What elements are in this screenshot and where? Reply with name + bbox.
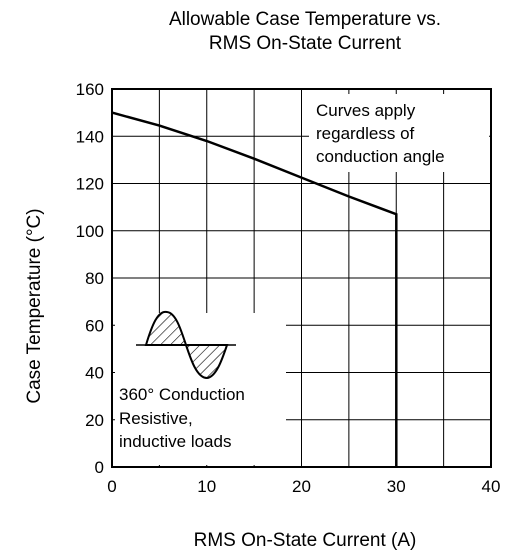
top-right-note-bg (309, 94, 489, 172)
y-tick-label: 20 (85, 411, 104, 430)
x-tick-label: 10 (197, 477, 216, 496)
y-tick-label: 0 (95, 458, 104, 477)
note-top-right-line-2: regardless of (316, 124, 415, 143)
curve-group (111, 111, 398, 467)
x-axis-label: RMS On-State Current (A) (194, 530, 417, 551)
y-tick-label: 80 (85, 269, 104, 288)
series-line (111, 111, 398, 467)
sine-wave-conduction-icon (136, 310, 236, 380)
chart-title-line-1: Allowable Case Temperature vs. (169, 9, 441, 30)
note-bottom-left-line-3: inductive loads (119, 432, 231, 451)
y-tick-label: 160 (76, 80, 104, 99)
note-bottom-left-line-1: 360° Conduction (119, 385, 245, 404)
tick-labels: 0 20 40 60 80 100 120 140 160 0 10 20 30 40 (76, 80, 501, 496)
x-tick-label: 20 (292, 477, 311, 496)
note-top-right-line-3: conduction angle (316, 147, 445, 166)
y-tick-label: 60 (85, 316, 104, 335)
x-tick-label: 40 (482, 477, 501, 496)
y-tick-label: 40 (85, 364, 104, 383)
x-tick-label: 0 (107, 477, 116, 496)
y-tick-label: 100 (76, 222, 104, 241)
y-tick-label: 140 (76, 127, 104, 146)
bottom-left-note-bg (115, 313, 286, 465)
note-top-right-line-1: Curves apply (316, 101, 416, 120)
y-tick-label: 120 (76, 175, 104, 194)
x-tick-label: 30 (387, 477, 406, 496)
chart-title-line-2: RMS On-State Current (209, 33, 402, 54)
plot-frame (111, 88, 492, 468)
y-axis-label: Case Temperature (°C) (24, 208, 45, 403)
note-bottom-left-line-2: Resistive, (119, 409, 193, 428)
